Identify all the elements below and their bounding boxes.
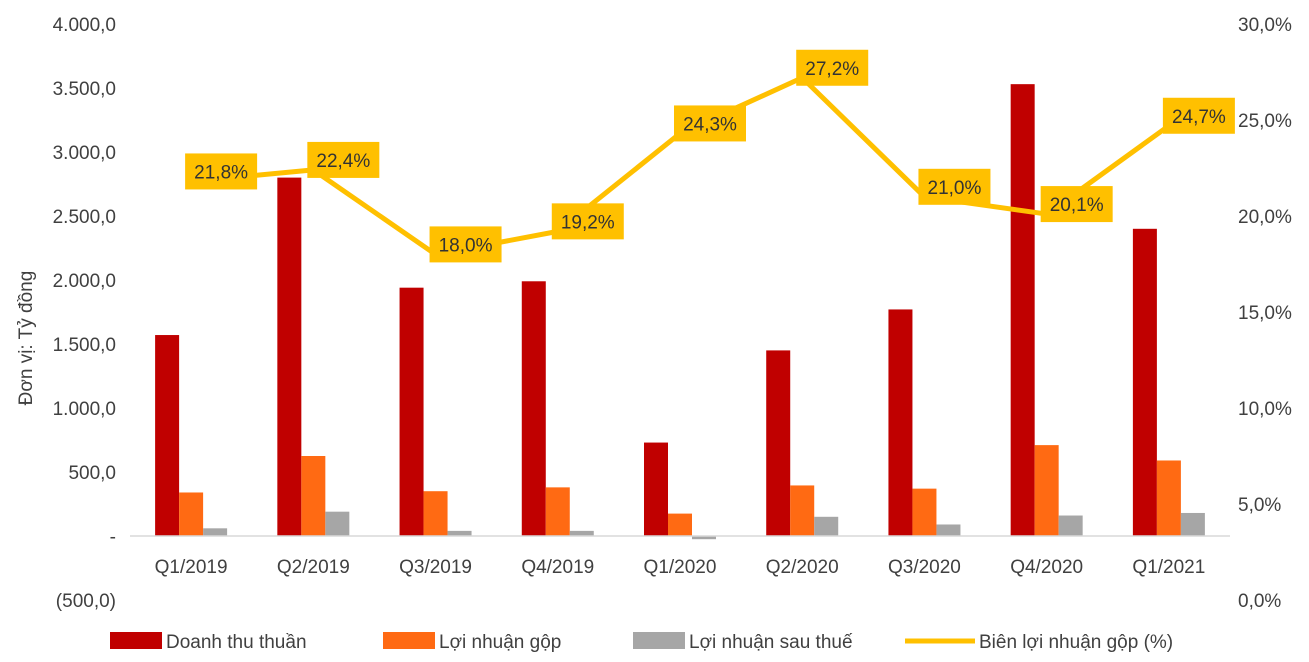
bar-2-8 [1035, 445, 1059, 536]
data-label: 21,0% [918, 169, 990, 205]
x-tick-label: Q1/2021 [1132, 557, 1205, 578]
data-label-text: 20,1% [1050, 195, 1104, 216]
data-label: 24,3% [674, 105, 746, 141]
y-tick-label: 500,0 [68, 463, 116, 484]
bar-1-6 [766, 350, 790, 536]
legend-label: Doanh thu thuần [166, 632, 307, 653]
legend-item: Lợi nhuận gộp [383, 632, 561, 653]
legend: Doanh thu thuần Lợi nhuận gộp Lợi nhuận sa… [110, 632, 1173, 653]
y-tick-label: 2.000,0 [53, 271, 116, 292]
x-tick-label: Q1/2019 [155, 557, 228, 578]
y2-tick-label: 0,0% [1238, 591, 1281, 612]
y2-tick-label: 25,0% [1238, 111, 1292, 132]
data-label: 19,2% [552, 203, 624, 239]
y-tick-label: 4.000,0 [53, 15, 116, 36]
x-tick-label: Q2/2019 [277, 557, 350, 578]
y-tick-label: 1.500,0 [53, 335, 116, 356]
bar-2-7 [912, 489, 936, 536]
bar-3-2 [325, 512, 349, 536]
bar-3-6 [814, 517, 838, 536]
bar-3-3 [448, 531, 472, 536]
bar-1-7 [888, 309, 912, 536]
bar-3-1 [203, 528, 227, 536]
y-tick-label: (500,0) [56, 591, 116, 612]
y-tick-label: - [110, 527, 116, 548]
legend-item: Biên lợi nhuận gộp (%) [905, 632, 1173, 653]
bar-1-2 [277, 178, 301, 536]
legend-label: Biên lợi nhuận gộp (%) [979, 632, 1173, 653]
y2-tick-label: 5,0% [1238, 495, 1281, 516]
bar-1-8 [1011, 84, 1035, 536]
y-tick-label: 1.000,0 [53, 399, 116, 420]
bar-3-9 [1181, 513, 1205, 536]
data-label: 22,4% [307, 142, 379, 178]
bar-1-3 [400, 288, 424, 536]
legend-label: Lợi nhuận gộp [439, 632, 561, 653]
data-label: 24,7% [1163, 98, 1235, 134]
bar-1-4 [522, 281, 546, 536]
y-tick-label: 3.000,0 [53, 143, 116, 164]
y2-tick-label: 20,0% [1238, 207, 1292, 228]
y2-tick-label: 30,0% [1238, 15, 1292, 36]
data-label-text: 24,7% [1172, 107, 1226, 128]
y2-axis-ticks: 30,0% 25,0% 20,0% 15,0% 10,0% 5,0% 0,0% [1238, 15, 1292, 612]
legend-label: Lợi nhuận sau thuế [689, 632, 853, 653]
legend-swatch [383, 632, 435, 649]
bar-2-6 [790, 485, 814, 536]
data-label-text: 19,2% [561, 212, 615, 233]
x-axis-ticks: Q1/2019 Q2/2019 Q3/2019 Q4/2019 Q1/2020 Q2/20… [155, 557, 1206, 578]
x-tick-label: Q3/2020 [888, 557, 961, 578]
bar-3-8 [1059, 516, 1083, 536]
x-tick-label: Q3/2019 [399, 557, 472, 578]
y-tick-label: 2.500,0 [53, 207, 116, 228]
bar-2-4 [546, 487, 570, 536]
x-tick-label: Q1/2020 [644, 557, 717, 578]
bar-3-7 [936, 524, 960, 536]
legend-swatch [633, 632, 685, 649]
bar-2-1 [179, 492, 203, 536]
legend-item: Doanh thu thuần [110, 632, 307, 653]
y-axis-ticks: 4.000,0 3.500,0 3.000,0 2.500,0 2.000,0 1.500… [53, 15, 116, 612]
x-tick-label: Q4/2019 [521, 557, 594, 578]
bar-1-9 [1133, 229, 1157, 536]
x-tick-label: Q4/2020 [1010, 557, 1083, 578]
bar-2-2 [301, 456, 325, 536]
line-data-labels: 21,8% 22,4% 18,0% 19,2% 24,3% 27,2% 21,0% 20,1%… [185, 50, 1235, 263]
bar-2-3 [424, 491, 448, 536]
data-label-text: 21,8% [194, 162, 248, 183]
data-label: 21,8% [185, 153, 257, 189]
data-label-text: 24,3% [683, 114, 737, 135]
y-tick-label: 3.500,0 [53, 79, 116, 100]
data-label: 27,2% [796, 50, 868, 86]
y-axis-title: Đơn vị: Tỷ đồng [16, 271, 37, 406]
bar-1-5 [644, 443, 668, 536]
bar-3-4 [570, 531, 594, 536]
data-label-text: 21,0% [928, 178, 982, 199]
legend-swatch [110, 632, 162, 649]
bar-2-9 [1157, 460, 1181, 536]
data-label: 20,1% [1041, 186, 1113, 222]
data-label: 18,0% [430, 226, 502, 262]
x-tick-label: Q2/2020 [766, 557, 839, 578]
y2-tick-label: 15,0% [1238, 303, 1292, 324]
data-label-text: 22,4% [316, 151, 370, 172]
bar-2-5 [668, 514, 692, 536]
data-label-text: 27,2% [805, 59, 859, 80]
bar-1-1 [155, 335, 179, 536]
legend-item: Lợi nhuận sau thuế [633, 632, 853, 653]
data-label-text: 18,0% [439, 235, 493, 256]
y2-tick-label: 10,0% [1238, 399, 1292, 420]
